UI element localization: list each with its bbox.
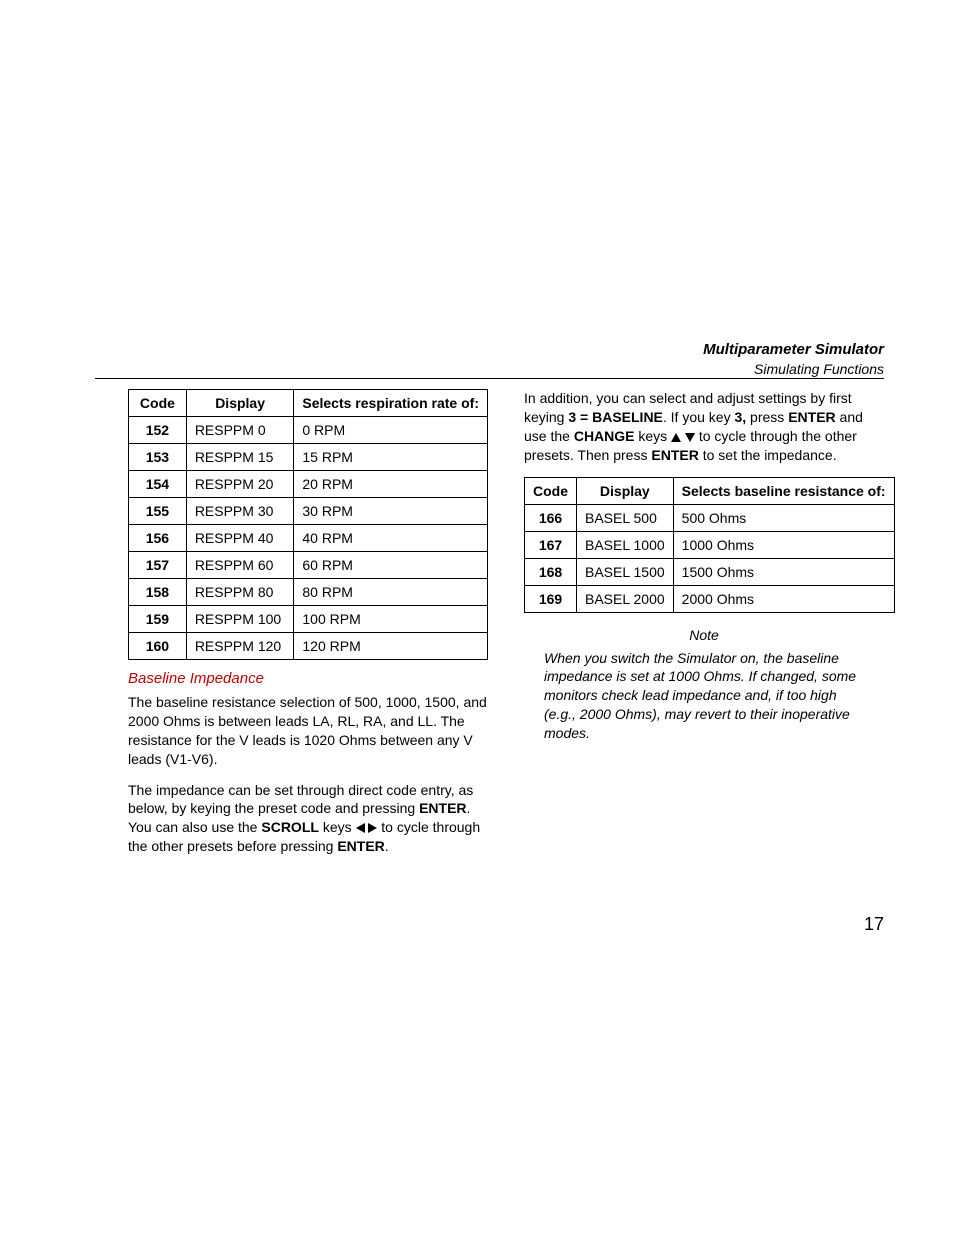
- arrow-up-icon: [671, 433, 681, 442]
- note-body: When you switch the Simulator on, the ba…: [544, 649, 864, 743]
- right-column: In addition, you can select and adjust s…: [524, 389, 884, 868]
- cell-value: 0 RPM: [294, 417, 488, 444]
- cell-display: BASEL 1500: [577, 558, 674, 585]
- text: keys: [635, 428, 672, 444]
- table-row: 168BASEL 15001500 Ohms: [525, 558, 895, 585]
- cell-code: 159: [129, 606, 187, 633]
- cell-value: 100 RPM: [294, 606, 488, 633]
- cell-value: 1000 Ohms: [673, 531, 894, 558]
- cell-code: 156: [129, 525, 187, 552]
- text: keys: [319, 819, 356, 835]
- cell-display: RESPPM 100: [186, 606, 294, 633]
- left-column: Code Display Selects respiration rate of…: [128, 389, 488, 868]
- table-row: 160RESPPM 120120 RPM: [129, 633, 488, 660]
- cell-display: RESPPM 30: [186, 498, 294, 525]
- table-row: 155RESPPM 3030 RPM: [129, 498, 488, 525]
- header-divider: [95, 378, 884, 379]
- table-row: 156RESPPM 4040 RPM: [129, 525, 488, 552]
- cell-display: BASEL 500: [577, 504, 674, 531]
- cell-code: 169: [525, 585, 577, 612]
- cell-display: RESPPM 15: [186, 444, 294, 471]
- cell-code: 158: [129, 579, 187, 606]
- cell-value: 2000 Ohms: [673, 585, 894, 612]
- cell-code: 152: [129, 417, 187, 444]
- cell-display: RESPPM 40: [186, 525, 294, 552]
- baseline-paragraph-1: The baseline resistance selection of 500…: [128, 693, 488, 769]
- page-header: Multiparameter Simulator Simulating Func…: [703, 340, 884, 378]
- col-header-code: Code: [525, 477, 577, 504]
- table-header-row: Code Display Selects baseline resistance…: [525, 477, 895, 504]
- col-header-display: Display: [577, 477, 674, 504]
- table-row: 169BASEL 20002000 Ohms: [525, 585, 895, 612]
- cell-display: RESPPM 80: [186, 579, 294, 606]
- text: to set the impedance.: [699, 447, 837, 463]
- cell-display: RESPPM 60: [186, 552, 294, 579]
- key-scroll: SCROLL: [261, 819, 319, 835]
- cell-display: BASEL 2000: [577, 585, 674, 612]
- baseline-resistance-table: Code Display Selects baseline resistance…: [524, 477, 895, 613]
- cell-value: 40 RPM: [294, 525, 488, 552]
- cell-value: 500 Ohms: [673, 504, 894, 531]
- header-subtitle: Simulating Functions: [703, 360, 884, 378]
- table-row: 157RESPPM 6060 RPM: [129, 552, 488, 579]
- arrow-down-icon: [685, 433, 695, 442]
- table-row: 167BASEL 10001000 Ohms: [525, 531, 895, 558]
- col-header-code: Code: [129, 390, 187, 417]
- cell-code: 157: [129, 552, 187, 579]
- cell-value: 60 RPM: [294, 552, 488, 579]
- text: .: [385, 838, 389, 854]
- key-change: CHANGE: [574, 428, 635, 444]
- table-row: 158RESPPM 8080 RPM: [129, 579, 488, 606]
- arrow-left-icon: [356, 823, 365, 833]
- col-header-resist: Selects baseline resistance of:: [673, 477, 894, 504]
- cell-code: 160: [129, 633, 187, 660]
- key-enter: ENTER: [337, 838, 384, 854]
- cell-code: 166: [525, 504, 577, 531]
- cell-value: 30 RPM: [294, 498, 488, 525]
- cell-display: RESPPM 0: [186, 417, 294, 444]
- section-heading-baseline-impedance: Baseline Impedance: [128, 670, 488, 687]
- table-row: 159RESPPM 100100 RPM: [129, 606, 488, 633]
- cell-code: 167: [525, 531, 577, 558]
- text: press: [746, 409, 788, 425]
- key-enter: ENTER: [788, 409, 835, 425]
- content-columns: Code Display Selects respiration rate of…: [128, 389, 884, 868]
- cell-value: 1500 Ohms: [673, 558, 894, 585]
- table-row: 153RESPPM 1515 RPM: [129, 444, 488, 471]
- table-row: 154RESPPM 2020 RPM: [129, 471, 488, 498]
- table-header-row: Code Display Selects respiration rate of…: [129, 390, 488, 417]
- text: . If you key: [663, 409, 735, 425]
- header-title: Multiparameter Simulator: [703, 340, 884, 360]
- table-row: 152RESPPM 00 RPM: [129, 417, 488, 444]
- cell-value: 80 RPM: [294, 579, 488, 606]
- key-enter: ENTER: [419, 800, 466, 816]
- note-label: Note: [524, 627, 884, 643]
- baseline-paragraph-2: The impedance can be set through direct …: [128, 781, 488, 857]
- col-header-rate: Selects respiration rate of:: [294, 390, 488, 417]
- page-number: 17: [864, 914, 884, 935]
- cell-value: 20 RPM: [294, 471, 488, 498]
- key-baseline: 3 = BASELINE: [568, 409, 663, 425]
- cell-code: 154: [129, 471, 187, 498]
- key-three: 3,: [734, 409, 746, 425]
- cell-value: 120 RPM: [294, 633, 488, 660]
- cell-value: 15 RPM: [294, 444, 488, 471]
- cell-code: 168: [525, 558, 577, 585]
- key-enter: ENTER: [651, 447, 698, 463]
- col-header-display: Display: [186, 390, 294, 417]
- table-row: 166BASEL 500500 Ohms: [525, 504, 895, 531]
- cell-code: 155: [129, 498, 187, 525]
- cell-display: RESPPM 120: [186, 633, 294, 660]
- cell-display: RESPPM 20: [186, 471, 294, 498]
- cell-display: BASEL 1000: [577, 531, 674, 558]
- baseline-intro-paragraph: In addition, you can select and adjust s…: [524, 389, 884, 465]
- respiration-rate-table: Code Display Selects respiration rate of…: [128, 389, 488, 660]
- page: Multiparameter Simulator Simulating Func…: [0, 0, 954, 1235]
- cell-code: 153: [129, 444, 187, 471]
